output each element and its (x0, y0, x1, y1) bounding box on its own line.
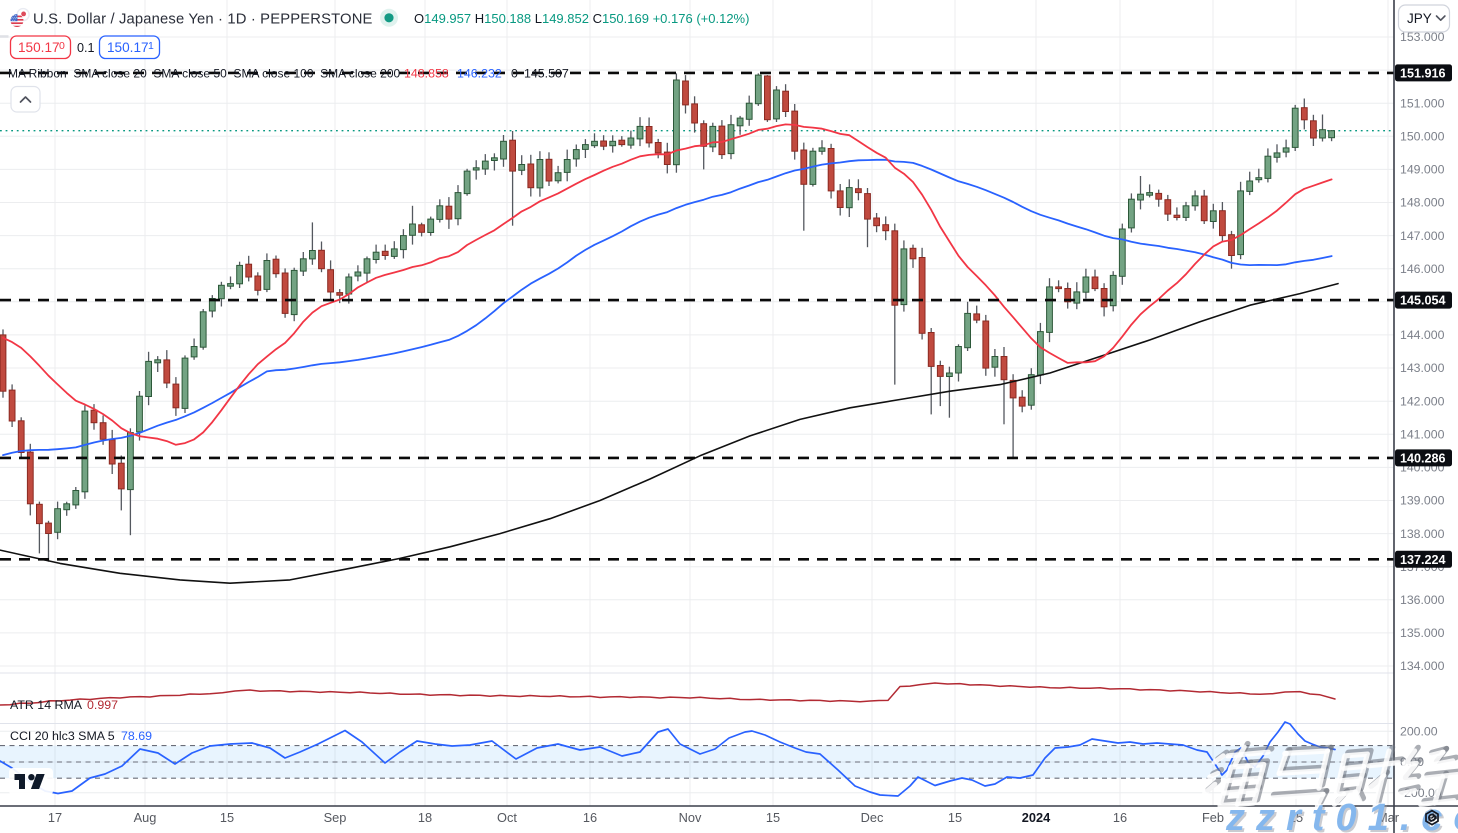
svg-text:Oct: Oct (497, 810, 517, 825)
svg-text:1: 1 (148, 40, 154, 52)
svg-text:137.224: 137.224 (1400, 553, 1446, 567)
svg-text:Aug: Aug (134, 810, 157, 825)
svg-text:150.17: 150.17 (107, 40, 149, 55)
svg-text:147.000: 147.000 (1400, 229, 1445, 243)
svg-text:149.000: 149.000 (1400, 163, 1445, 177)
svg-text:142.000: 142.000 (1400, 394, 1445, 408)
svg-text:MA Ribbon SMA close 20 SMA c: MA Ribbon SMA close 20 SMA close 50 SMA … (8, 67, 401, 81)
svg-text:18: 18 (418, 810, 432, 825)
svg-text:16: 16 (1113, 810, 1127, 825)
svg-text:135.000: 135.000 (1400, 626, 1445, 640)
svg-text:134.000: 134.000 (1400, 659, 1445, 673)
svg-text:143.000: 143.000 (1400, 361, 1445, 375)
svg-text:151.000: 151.000 (1400, 96, 1445, 110)
svg-text:145.054: 145.054 (1400, 294, 1446, 308)
svg-text:16: 16 (583, 810, 597, 825)
svg-text:15: 15 (220, 810, 234, 825)
svg-text:ATR 14 RMA: ATR 14 RMA (10, 698, 83, 712)
svg-text:Mar: Mar (1377, 810, 1400, 825)
svg-text:0.1: 0.1 (77, 41, 95, 55)
svg-text:148.858: 148.858 (404, 67, 449, 81)
svg-text:138.000: 138.000 (1400, 527, 1445, 541)
svg-text:140.286: 140.286 (1400, 451, 1446, 465)
svg-text:Nov: Nov (679, 810, 702, 825)
svg-text:U.S. Dollar / Japanese Yen · 1: U.S. Dollar / Japanese Yen · 1D · PEPPER… (33, 12, 373, 28)
svg-text:2024: 2024 (1022, 810, 1051, 825)
svg-text:Feb: Feb (1202, 810, 1224, 825)
svg-text:78.69: 78.69 (121, 729, 152, 743)
svg-text:144.000: 144.000 (1400, 328, 1445, 342)
svg-text:O149.957 H150.188 L149.852 C15: O149.957 H150.188 L149.852 C150.169 +0.1… (414, 11, 749, 26)
svg-text:0: 0 (59, 40, 65, 52)
svg-text:151.916: 151.916 (1400, 66, 1446, 80)
svg-text:CCI 20 hlc3 SMA 5: CCI 20 hlc3 SMA 5 (10, 729, 115, 743)
svg-text:200.00: 200.00 (1400, 724, 1438, 738)
svg-text:153.000: 153.000 (1400, 30, 1445, 44)
svg-text:136.000: 136.000 (1400, 593, 1445, 607)
svg-text:139.000: 139.000 (1400, 494, 1445, 508)
svg-text:145.507: 145.507 (524, 67, 569, 81)
svg-text:0: 0 (511, 67, 518, 81)
svg-text:146.000: 146.000 (1400, 262, 1445, 276)
svg-text:17: 17 (48, 810, 62, 825)
svg-text:Sep: Sep (324, 810, 347, 825)
svg-text:15: 15 (766, 810, 780, 825)
svg-text:Dec: Dec (861, 810, 884, 825)
svg-text:15: 15 (948, 810, 962, 825)
svg-text:146.232: 146.232 (457, 67, 502, 81)
svg-text:148.000: 148.000 (1400, 196, 1445, 210)
svg-text:141.000: 141.000 (1400, 428, 1445, 442)
svg-text:150.000: 150.000 (1400, 130, 1445, 144)
svg-text:0.997: 0.997 (87, 698, 118, 712)
svg-text:150.17: 150.17 (18, 40, 60, 55)
svg-text:15: 15 (1289, 810, 1303, 825)
svg-text:JPY: JPY (1407, 11, 1432, 26)
